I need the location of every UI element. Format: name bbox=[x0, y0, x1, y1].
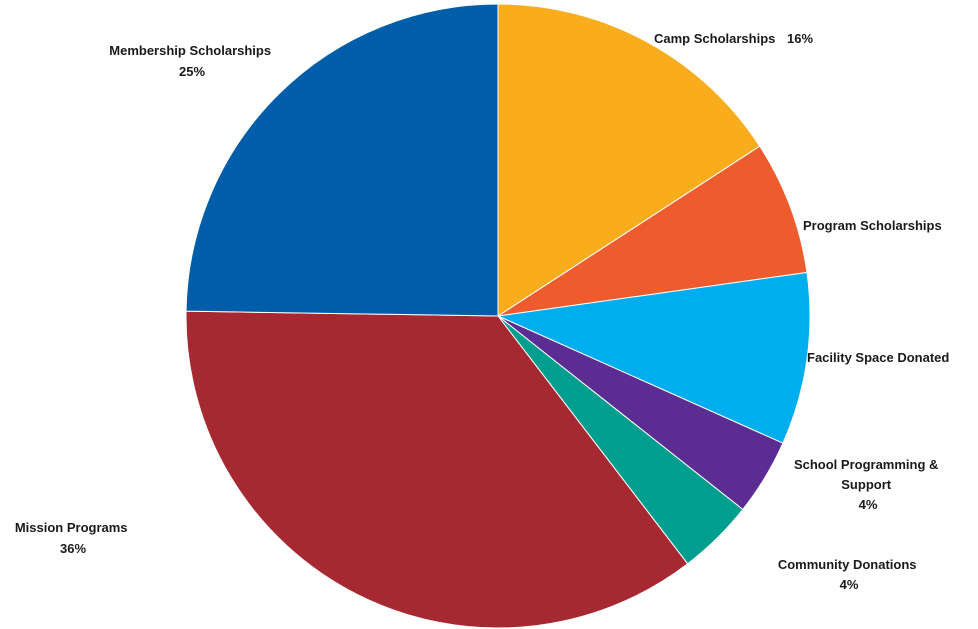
label-school-programming-value: 4% bbox=[859, 497, 878, 512]
label-school-programming: School Programming & Support 4% bbox=[794, 457, 942, 512]
label-membership-scholarships-value: 25% bbox=[179, 64, 205, 79]
slice-mission-programs bbox=[185, 310, 689, 629]
label-camp-scholarships-name: Camp Scholarships bbox=[654, 31, 775, 46]
pie-slices bbox=[185, 3, 811, 629]
label-program-scholarships-name: Program Scholarships bbox=[803, 218, 942, 233]
label-membership-scholarships: Membership Scholarships 25% bbox=[109, 43, 274, 79]
label-community-donations: Community Donations 4% bbox=[778, 557, 920, 592]
label-community-donations-value: 4% bbox=[840, 577, 859, 592]
slice-membership-scholarships bbox=[185, 3, 499, 317]
label-mission-programs-name: Mission Programs bbox=[15, 520, 128, 535]
label-school-programming-line2: Support bbox=[841, 477, 891, 492]
label-facility-space-donated-name: Facility Space Donated bbox=[807, 350, 949, 365]
label-school-programming-line1: School Programming & bbox=[794, 457, 938, 472]
label-facility-space-donated: Facility Space Donated bbox=[807, 350, 949, 365]
slice-program-scholarships bbox=[497, 145, 808, 317]
label-camp-scholarships-value: 16% bbox=[787, 31, 813, 46]
label-community-donations-name: Community Donations bbox=[778, 557, 917, 572]
label-program-scholarships: Program Scholarships bbox=[803, 218, 942, 233]
slice-facility-space-donated bbox=[496, 271, 811, 444]
label-membership-scholarships-name: Membership Scholarships bbox=[109, 43, 271, 58]
slice-camp-scholarships bbox=[497, 3, 761, 317]
label-mission-programs: Mission Programs 36% bbox=[15, 520, 131, 556]
label-mission-programs-value: 36% bbox=[60, 541, 86, 556]
label-camp-scholarships: Camp Scholarships 16% bbox=[654, 31, 813, 46]
